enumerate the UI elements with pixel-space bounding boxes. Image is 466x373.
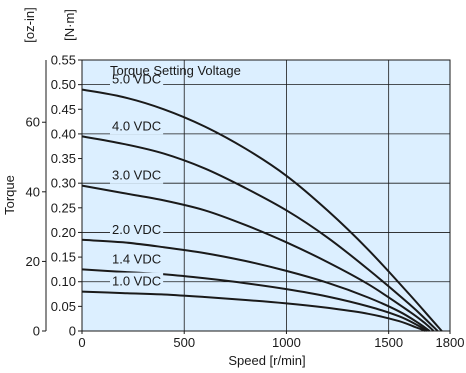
x-tick-label: 1000 (272, 335, 301, 350)
series-line-3-0-vdc (81, 184, 435, 332)
x-tick-label: 500 (173, 335, 195, 350)
series-label-background (110, 250, 164, 268)
plot-frame (81, 59, 451, 332)
series-line-4-0-vdc (81, 135, 439, 332)
series-line-1-0-vdc (81, 290, 426, 332)
y-unit-secondary: [oz-in] (22, 7, 37, 42)
y-tick-label: 0.15 (51, 250, 76, 265)
y-tick-label: 0.25 (51, 200, 76, 215)
y-tick-label: 0.35 (51, 151, 76, 166)
x-tick-label: 1800 (436, 335, 465, 350)
series-label: 5.0 VDC (112, 72, 161, 87)
series-label: 1.4 VDC (112, 251, 161, 266)
y-tick-label: 0.55 (51, 53, 76, 68)
series-label: 1.0 VDC (112, 274, 161, 289)
y-tick-label: 0.30 (51, 176, 76, 191)
x-tick-label: 0 (78, 335, 85, 350)
series-label-background (110, 70, 164, 88)
y2-tick-label: 60 (26, 115, 40, 130)
y-tick-label: 0 (69, 324, 76, 339)
series-line-2-0-vdc (81, 238, 431, 332)
y2-tick-label: 20 (26, 254, 40, 269)
series-label: 4.0 VDC (112, 118, 161, 133)
y-axis-label: Torque (2, 175, 17, 215)
x-tick-label: 1500 (374, 335, 403, 350)
series-label-background (110, 117, 164, 135)
y-tick-label: 0.05 (51, 299, 76, 314)
x-axis-label: Speed [r/min] (228, 353, 305, 368)
y-tick-label: 0.10 (51, 274, 76, 289)
y-tick-label: 0.45 (51, 102, 76, 117)
series-label: 3.0 VDC (112, 168, 161, 183)
y-unit-primary: [N·m] (62, 9, 77, 41)
series-label: 2.0 VDC (112, 222, 161, 237)
y-tick-label: 0.40 (51, 126, 76, 141)
y-tick-label: 0.50 (51, 77, 76, 92)
series-line-5-0-vdc (81, 88, 443, 332)
y-tick-label: 0.20 (51, 225, 76, 240)
y2-tick-label: 40 (26, 184, 40, 199)
series-label-background (110, 272, 164, 290)
y2-tick-label: 0 (33, 324, 40, 339)
series-label-background (110, 166, 164, 184)
legend-title: Torque Setting Voltage (110, 63, 241, 78)
series-label-background (110, 220, 164, 238)
